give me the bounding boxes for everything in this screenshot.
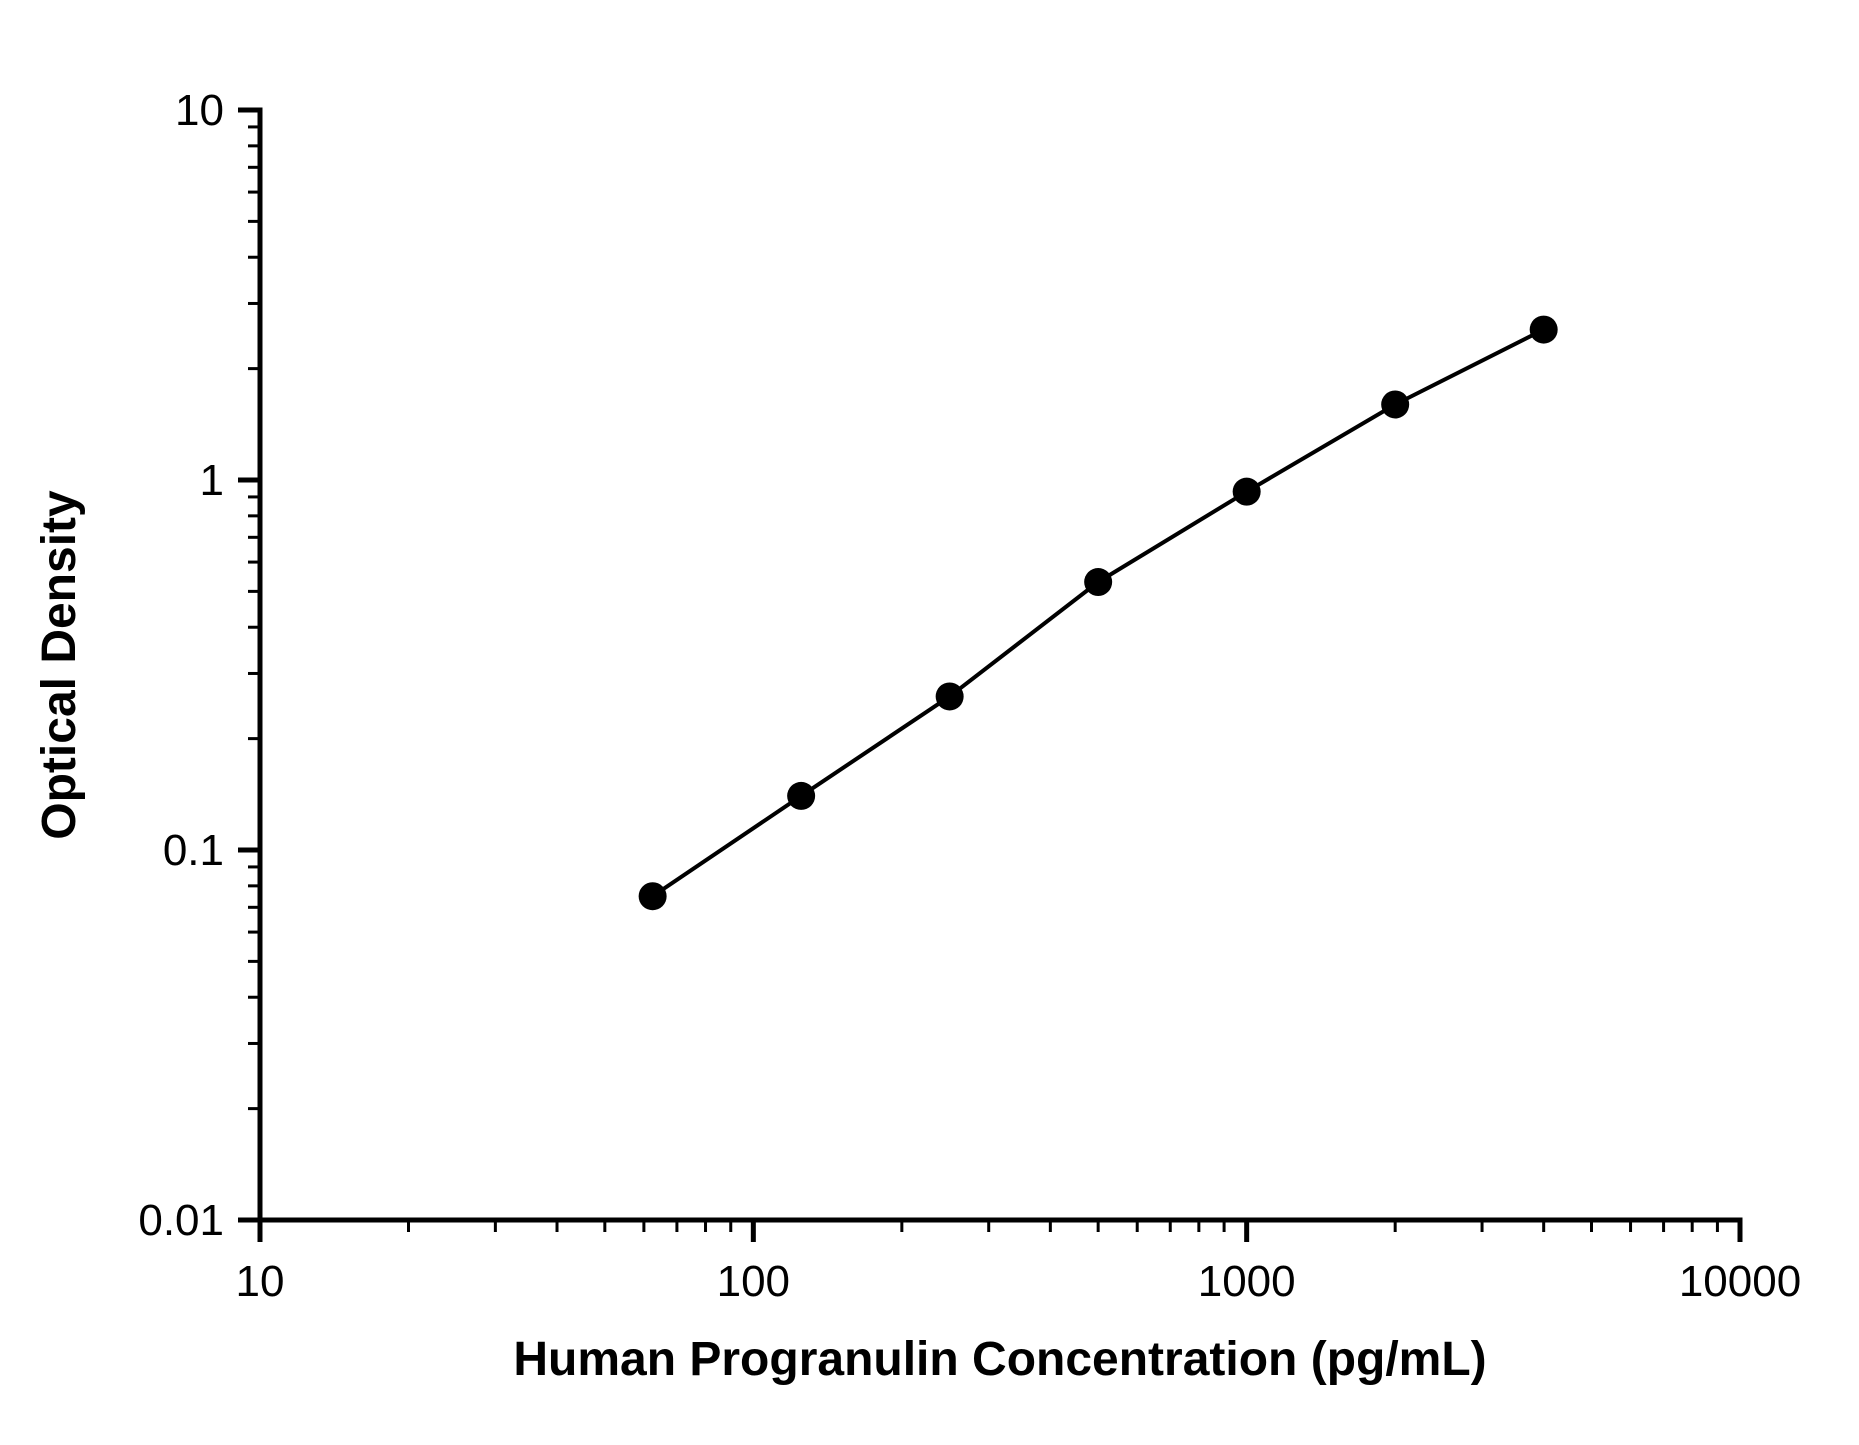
x-tick-label: 10 <box>236 1257 285 1306</box>
data-point <box>639 882 667 910</box>
data-point <box>787 782 815 810</box>
chart-background <box>0 0 1859 1445</box>
data-point <box>1530 316 1558 344</box>
y-tick-label: 0.1 <box>163 826 224 875</box>
x-tick-label: 1000 <box>1198 1257 1296 1306</box>
data-point <box>1381 390 1409 418</box>
chart-svg: 10 100 1000 10000 0.01 0.1 1 10 Human Progranuli… <box>0 0 1859 1445</box>
y-axis-label: Optical Density <box>33 490 86 840</box>
y-tick-label: 10 <box>175 86 224 135</box>
x-tick-label: 100 <box>717 1257 790 1306</box>
x-tick-label: 10000 <box>1679 1257 1801 1306</box>
y-tick-label: 1 <box>200 456 224 505</box>
y-tick-label: 0.01 <box>138 1196 224 1245</box>
data-point <box>1233 478 1261 506</box>
data-point <box>936 682 964 710</box>
data-point <box>1084 568 1112 596</box>
x-axis-label: Human Progranulin Concentration (pg/mL) <box>513 1333 1486 1386</box>
chart-container: 10 100 1000 10000 0.01 0.1 1 10 Human Progranuli… <box>0 0 1859 1445</box>
